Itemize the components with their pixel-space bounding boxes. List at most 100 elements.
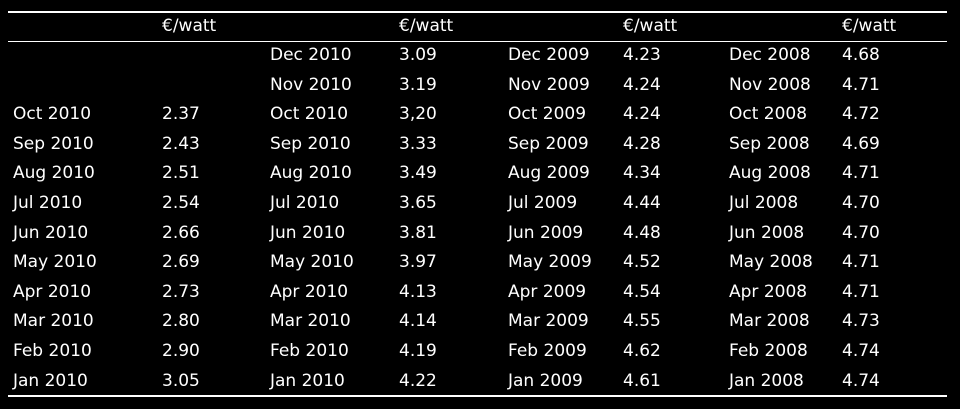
price-cell: 3.05 — [162, 370, 200, 391]
header-row: €/watt €/watt €/watt €/watt — [8, 12, 947, 41]
table-row: Jun 2010 2.66 Jun 2010 3.81 Jun 2009 4.48 Jun … — [8, 219, 947, 249]
price-cell: 2.54 — [162, 192, 200, 213]
table-row: Oct 2010 2.37 Oct 2010 3,20 Oct 2009 4.24 Oct … — [8, 100, 947, 130]
price-cell: 2.37 — [162, 104, 200, 125]
header-cell: €/watt — [399, 16, 454, 36]
month-cell: Mar 2010 — [270, 311, 351, 332]
month-cell: Mar 2010 — [13, 311, 94, 332]
price-cell: 2.51 — [162, 163, 200, 184]
price-cell: 2.69 — [162, 252, 200, 273]
price-cell: 4.74 — [842, 340, 880, 361]
header-rule — [8, 41, 947, 42]
month-cell: Dec 2009 — [508, 45, 590, 65]
price-cell: 4.54 — [623, 281, 661, 302]
price-cell: 3.33 — [399, 133, 437, 154]
month-cell: Jul 2008 — [729, 192, 799, 213]
price-cell: 4.71 — [842, 74, 880, 95]
month-cell: Jan 2008 — [729, 370, 804, 391]
price-cell: 4.24 — [623, 104, 661, 125]
table-row: Nov 2010 3.19 Nov 2009 4.24 Nov 2008 4.71 — [8, 71, 947, 101]
price-cell: 4.70 — [842, 192, 880, 213]
table-row: Feb 2010 2.90 Feb 2010 4.19 Feb 2009 4.62 Feb … — [8, 337, 947, 367]
month-cell: Oct 2008 — [729, 104, 808, 125]
price-cell: 4.61 — [623, 370, 661, 391]
month-cell: Aug 2008 — [729, 163, 811, 184]
table-row: Aug 2010 2.51 Aug 2010 3.49 Aug 2009 4.34 Aug … — [8, 159, 947, 189]
table-row: Apr 2010 2.73 Apr 2010 4.13 Apr 2009 4.54 Apr … — [8, 278, 947, 308]
price-cell — [160, 71, 265, 101]
month-cell: Feb 2009 — [508, 340, 587, 361]
month-cell: Jul 2010 — [13, 192, 83, 213]
price-cell: 4.72 — [842, 104, 880, 125]
table-row: Mar 2010 2.80 Mar 2010 4.14 Mar 2009 4.55 Mar … — [8, 307, 947, 337]
price-cell: 4.48 — [623, 222, 661, 243]
month-cell: Apr 2010 — [270, 281, 349, 302]
price-cell: 4.13 — [399, 281, 437, 302]
month-cell: Feb 2008 — [729, 340, 808, 361]
price-cell: 3.19 — [399, 74, 437, 95]
month-cell: Jun 2010 — [13, 222, 89, 243]
price-cell: 4.74 — [842, 370, 880, 391]
month-cell: Oct 2010 — [270, 104, 349, 125]
header-cell — [8, 12, 160, 41]
price-cell: 4.71 — [842, 281, 880, 302]
month-cell: Oct 2010 — [13, 104, 92, 125]
price-cell: 4.55 — [623, 311, 661, 332]
price-cell: 4.34 — [623, 163, 661, 184]
month-cell: Jun 2010 — [270, 222, 346, 243]
price-cell: 4.23 — [623, 45, 661, 65]
month-cell: Dec 2008 — [729, 45, 811, 65]
price-cell: 4.73 — [842, 311, 880, 332]
price-table: €/watt €/watt €/watt €/watt Dec 2010 3.09… — [8, 12, 947, 396]
price-cell: 2.43 — [162, 133, 200, 154]
month-cell: Apr 2010 — [13, 281, 92, 302]
price-cell: 4.28 — [623, 133, 661, 154]
price-cell: 4.14 — [399, 311, 437, 332]
month-cell: Feb 2010 — [13, 340, 92, 361]
table-body: Dec 2010 3.09 Dec 2009 4.23 Dec 2008 4.68 Nov … — [8, 41, 947, 396]
month-cell — [8, 71, 160, 101]
month-cell: Feb 2010 — [270, 340, 349, 361]
month-cell: Apr 2009 — [508, 281, 587, 302]
price-cell: 4.62 — [623, 340, 661, 361]
price-cell: 4.24 — [623, 74, 661, 95]
month-cell — [8, 41, 160, 71]
month-cell: May 2010 — [13, 252, 97, 273]
header-cell: €/watt — [623, 16, 678, 36]
table-header: €/watt €/watt €/watt €/watt — [8, 12, 947, 41]
price-cell: 2.90 — [162, 340, 200, 361]
month-cell: Aug 2009 — [508, 163, 590, 184]
table-bottom-rule — [8, 395, 947, 397]
month-cell: Jan 2010 — [270, 370, 345, 391]
month-cell: May 2008 — [729, 252, 813, 273]
price-cell: 4.69 — [842, 133, 880, 154]
price-cell: 2.73 — [162, 281, 200, 302]
month-cell: Nov 2008 — [729, 74, 811, 95]
month-cell: Jan 2009 — [508, 370, 583, 391]
month-cell: Jun 2009 — [508, 222, 584, 243]
price-cell: 4.44 — [623, 192, 661, 213]
month-cell: Sep 2008 — [729, 133, 810, 154]
month-cell: Mar 2009 — [508, 311, 589, 332]
table-row: Dec 2010 3.09 Dec 2009 4.23 Dec 2008 4.68 — [8, 41, 947, 71]
month-cell: Mar 2008 — [729, 311, 810, 332]
month-cell: Jan 2010 — [13, 370, 88, 391]
month-cell: Nov 2010 — [270, 74, 352, 95]
price-cell: 3.09 — [399, 45, 437, 65]
price-cell: 4.68 — [842, 45, 880, 65]
table-row: Jul 2010 2.54 Jul 2010 3.65 Jul 2009 4.44 Jul … — [8, 189, 947, 219]
table-row: Sep 2010 2.43 Sep 2010 3.33 Sep 2009 4.28 Sep … — [8, 130, 947, 160]
month-cell: Dec 2010 — [270, 45, 352, 65]
price-cell: 2.80 — [162, 311, 200, 332]
month-cell: Aug 2010 — [13, 163, 95, 184]
header-cell: €/watt — [162, 16, 217, 36]
table-row: Jan 2010 3.05 Jan 2010 4.22 Jan 2009 4.61 Jan … — [8, 367, 947, 397]
month-cell: Jun 2008 — [729, 222, 805, 243]
header-cell — [503, 12, 621, 41]
price-cell: 3.49 — [399, 163, 437, 184]
header-cell — [724, 12, 840, 41]
price-cell: 3.65 — [399, 192, 437, 213]
price-cell: 4.19 — [399, 340, 437, 361]
month-cell: May 2010 — [270, 252, 354, 273]
month-cell: Aug 2010 — [270, 163, 352, 184]
